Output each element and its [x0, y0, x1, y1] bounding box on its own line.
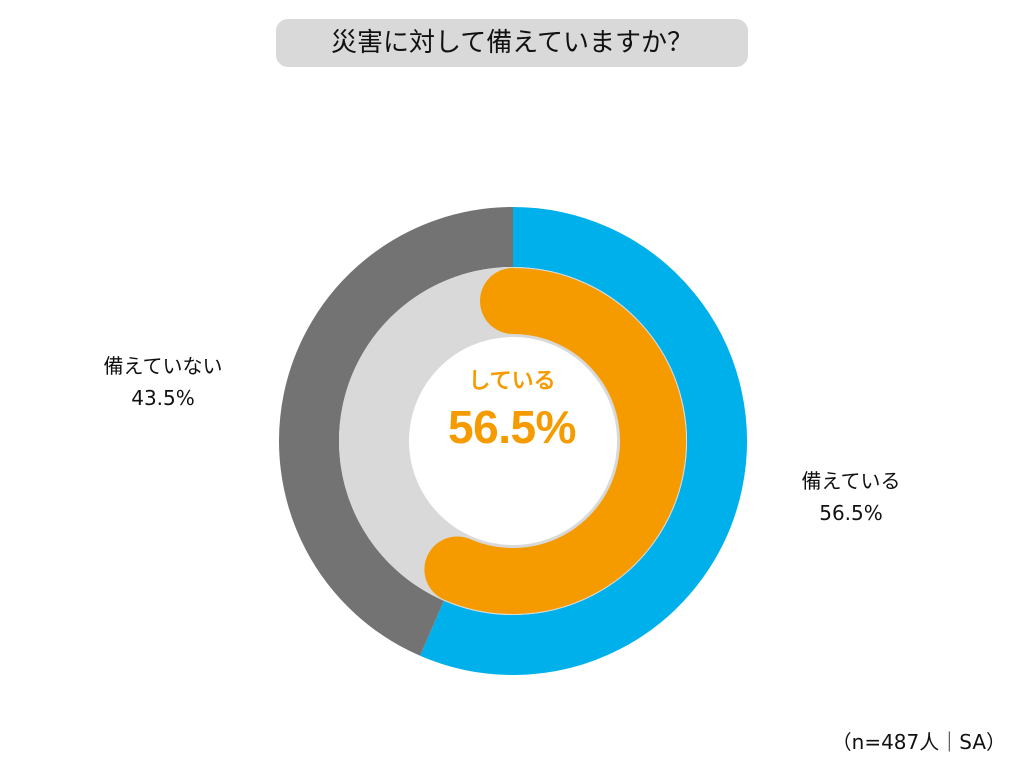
sample-note: （n=487人｜SA）: [831, 730, 1006, 754]
center-summary: している 56.5%: [392, 364, 632, 454]
chart-title: 災害に対して備えていますか？: [331, 28, 693, 58]
chart-title-pill: 災害に対して備えていますか？: [276, 19, 748, 67]
prepared-category-label: 備えている: [801, 469, 901, 493]
outer-ring-prepared-segment: [420, 207, 747, 675]
not-prepared-label: 備えていない 43.5%: [78, 350, 248, 414]
outer-ring-not-prepared-segment: [279, 207, 514, 656]
center-summary-value: 56.5%: [448, 401, 576, 453]
center-summary-caption: している: [468, 369, 556, 394]
donut-center-hole: [409, 337, 617, 545]
prepared-percentage-label: 56.5%: [819, 501, 883, 525]
not-prepared-category-label: 備えていない: [103, 354, 223, 378]
prepared-label: 備えている 56.5%: [766, 465, 936, 529]
not-prepared-percentage-label: 43.5%: [131, 386, 195, 410]
inner-gauge-progress-arc: [424, 268, 686, 614]
